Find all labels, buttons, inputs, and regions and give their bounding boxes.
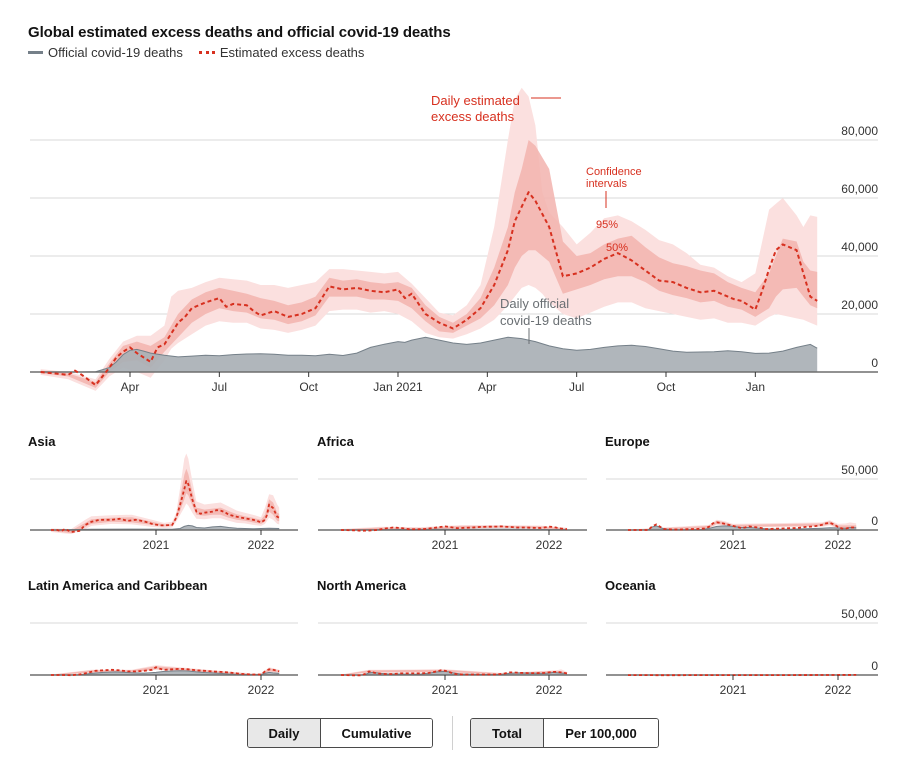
scale-toggle: Total Per 100,000 [470,718,659,748]
annotation-official-line2: covid-19 deaths [500,313,592,328]
annotation-ci50: 50% [606,242,628,254]
x-tick-label-global-3: Jan 2021 [373,380,423,394]
x-tick-label-africa-0: 2021 [432,538,459,552]
x-tick-label-oceania-1: 2022 [825,683,852,697]
official-area-asia [51,525,280,530]
y-tick-label-oceania-1: 50,000 [841,607,878,621]
controls-divider [452,716,453,750]
ci95-band-asia [51,453,280,535]
excess-line-north-america [340,669,568,677]
panel-title-africa: Africa [317,434,354,449]
excess-line-asia [51,480,280,533]
x-tick-label-global-5: Jul [569,380,584,394]
x-tick-label-global-4: Apr [478,380,497,394]
ci95-band-global [40,87,818,391]
panel-title-europe: Europe [605,434,650,449]
legend-swatch-official [28,51,43,54]
chart-controls: Daily Cumulative Total Per 100,000 [247,716,659,750]
x-tick-label-europe-0: 2021 [720,538,747,552]
annotation-ci95: 95% [596,219,618,231]
x-tick-label-global-6: Oct [657,380,676,394]
annotation-excess-line2: excess deaths [431,109,515,124]
panel-title-oceania: Oceania [605,578,656,593]
legend-label-official: Official covid-19 deaths [48,45,183,60]
chart-title: Global estimated excess deaths and offic… [28,24,451,41]
y-tick-label-global-3: 60,000 [841,182,878,196]
panel-title-north-america: North America [317,578,407,593]
period-toggle: Daily Cumulative [247,718,433,748]
x-tick-label-global-2: Oct [299,380,318,394]
per-100000-button[interactable]: Per 100,000 [543,719,658,747]
x-tick-label-north-america-1: 2022 [536,683,563,697]
x-tick-label-africa-1: 2022 [536,538,563,552]
chart-africa: 2021 2022 [318,478,587,552]
official-line-asia [50,524,280,531]
y-tick-label-oceania-0: 0 [871,659,878,673]
panel-title-asia: Asia [28,434,56,449]
chart-europe: 2021 2022 0 50,000 [606,463,878,552]
chart-latam: 2021 2022 [30,622,298,697]
y-tick-label-global-2: 40,000 [841,240,878,254]
y-tick-label-global-0: 0 [871,356,878,370]
annotation-official-line1: Daily official [500,296,569,311]
chart-global: Apr Jul Oct Jan 2021 Apr Jul Oct Jan 0 20,000 40,0… [30,87,878,394]
y-tick-label-global-4: 80,000 [841,124,878,138]
x-tick-label-north-america-0: 2021 [432,683,459,697]
x-tick-label-asia-1: 2022 [248,538,275,552]
panel-title-latam: Latin America and Caribbean [28,578,208,593]
excess-line-global [40,191,818,387]
excess-line-europe [628,521,857,531]
excess-line-africa [340,525,568,532]
y-tick-label-europe-1: 50,000 [841,463,878,477]
ci50-band-europe [628,520,857,531]
chart-north-america: 2021 2022 [318,622,587,697]
x-tick-label-oceania-0: 2021 [720,683,747,697]
x-tick-label-latam-0: 2021 [143,683,170,697]
official-line-global [40,336,818,373]
x-tick-label-global-7: Jan [746,380,765,394]
chart-asia: 2021 2022 [30,453,298,552]
daily-button[interactable]: Daily [248,719,320,747]
y-tick-label-global-1: 20,000 [841,298,878,312]
cumulative-button[interactable]: Cumulative [320,719,432,747]
x-tick-label-europe-1: 2022 [825,538,852,552]
x-tick-label-global-0: Apr [121,380,140,394]
legend-label-excess: Estimated excess deaths [219,45,365,60]
y-tick-label-europe-0: 0 [871,514,878,528]
annotation-ci-line2: intervals [586,178,627,190]
x-tick-label-global-1: Jul [212,380,227,394]
total-button[interactable]: Total [471,719,543,747]
x-tick-label-asia-0: 2021 [143,538,170,552]
chart-legend: Official covid-19 deaths Estimated exces… [28,45,364,60]
x-tick-label-latam-1: 2022 [248,683,275,697]
annotation-excess-line1: Daily estimated [431,93,520,108]
annotation-ci-line1: Confidence [586,166,642,178]
chart-oceania: 2021 2022 0 50,000 [606,607,878,697]
legend-swatch-excess [198,51,215,54]
